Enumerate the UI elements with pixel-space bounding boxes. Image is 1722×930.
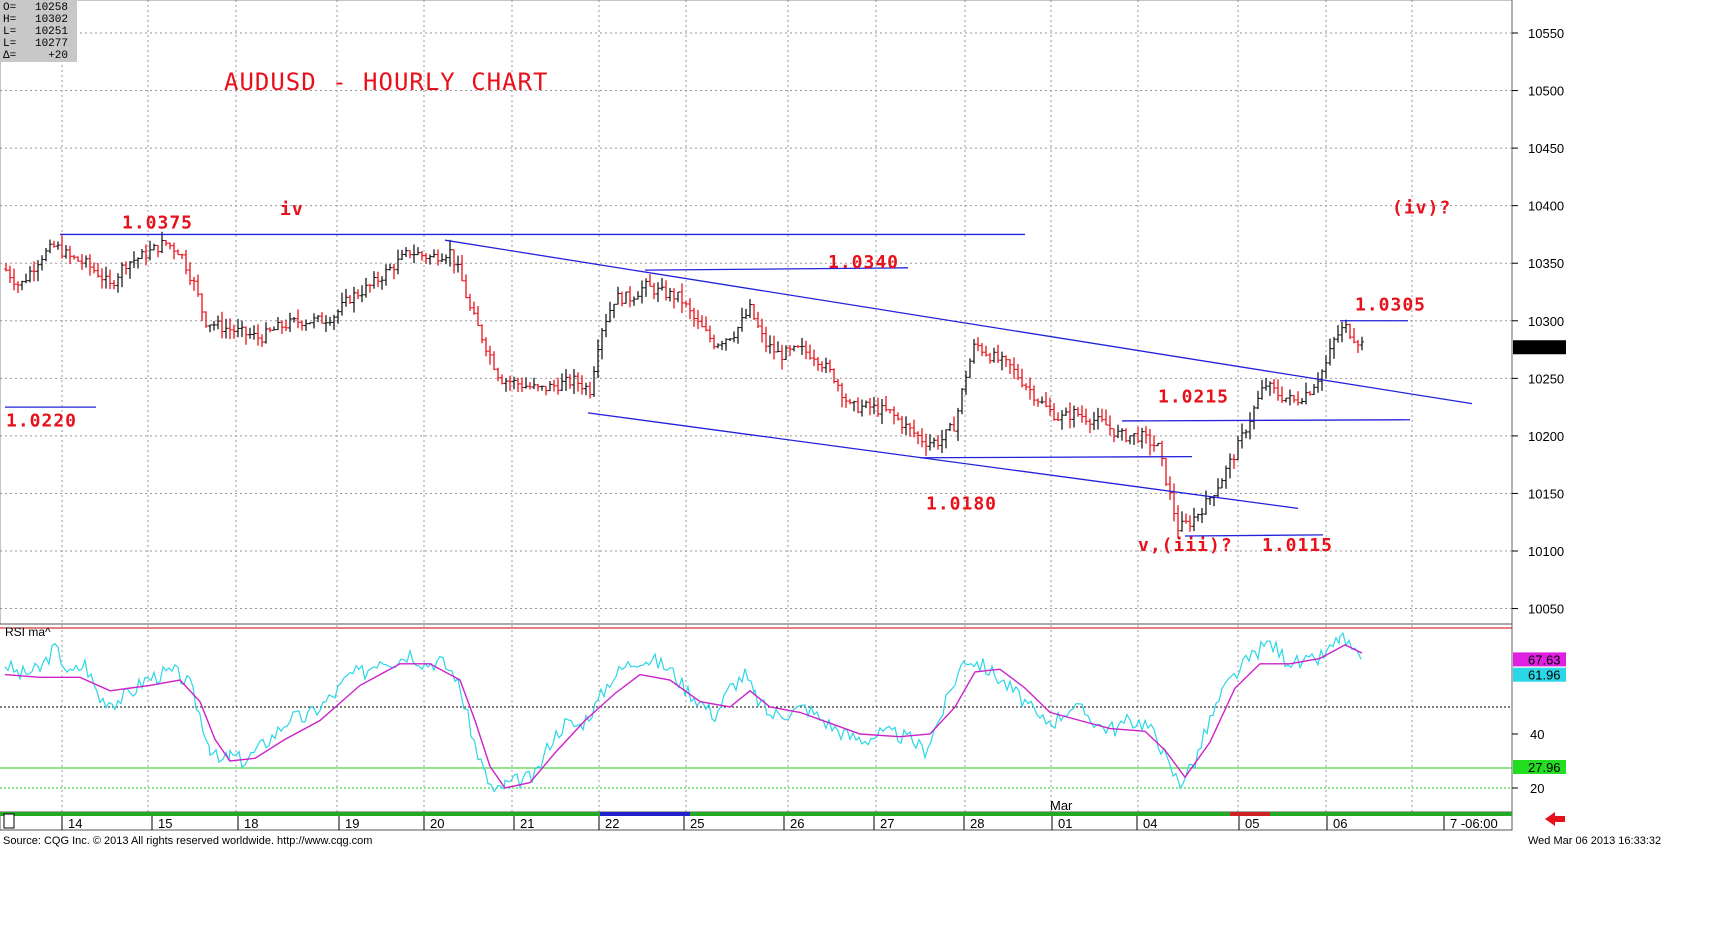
price-tick-label: 10350 bbox=[1528, 256, 1564, 271]
trendlines bbox=[5, 233, 1473, 537]
price-tick-label: 10400 bbox=[1528, 199, 1564, 214]
session-bar-blue bbox=[600, 812, 690, 816]
price-tick-label: 10300 bbox=[1528, 314, 1564, 329]
wave-annotation: 1.0305 bbox=[1355, 294, 1426, 315]
ohlc-value: 10302 bbox=[35, 14, 68, 26]
ohlc-label: L= bbox=[3, 38, 16, 50]
wave-annotation: 1.0115 bbox=[1262, 535, 1333, 556]
rsi-value-badge bbox=[1513, 760, 1566, 774]
rsi-label: RSI ma^ bbox=[5, 625, 51, 639]
rsi-value-badge bbox=[1513, 667, 1566, 682]
wave-annotation: 1.0220 bbox=[6, 411, 77, 432]
wave-annotation: 1.0340 bbox=[828, 252, 899, 273]
price-tick-label: 10150 bbox=[1528, 486, 1564, 501]
rsi-ma-line bbox=[4, 644, 1363, 789]
time-axis: 14 15 18 19 20 21 22 25 26 27 28 01 04 05 06 7 -06:00 Ma… bbox=[0, 798, 1513, 831]
time-label: 21 bbox=[520, 816, 534, 831]
scroll-handle bbox=[3, 813, 15, 829]
time-label: 18 bbox=[244, 816, 258, 831]
last-price-badge bbox=[1513, 340, 1566, 355]
ohlc-value: +20 bbox=[48, 50, 68, 62]
session-bar-red bbox=[1230, 812, 1270, 816]
time-label: 04 bbox=[1143, 816, 1157, 831]
price-axis: 10550 10500 10450 10400 10350 10300 10250 10200… bbox=[1511, 0, 1566, 830]
trendline bbox=[1184, 534, 1324, 537]
trendline bbox=[1121, 419, 1411, 422]
ohlc-value: 10251 bbox=[35, 26, 68, 38]
time-label: 25 bbox=[690, 816, 704, 831]
wave-annotation: 1.0215 bbox=[1158, 387, 1229, 408]
trendline bbox=[919, 455, 1193, 459]
time-label: 27 bbox=[880, 816, 894, 831]
wave-annotation: (iv)? bbox=[1392, 198, 1451, 219]
time-label: 20 bbox=[430, 816, 444, 831]
price-bars bbox=[4, 231, 1364, 539]
rsi-value-label: 61.96 bbox=[1528, 668, 1561, 683]
wave-annotation: 1.0375 bbox=[122, 213, 193, 234]
ohlc-value: 10277 bbox=[35, 38, 68, 50]
rsi-value-label: 67.63 bbox=[1528, 652, 1561, 667]
trendline bbox=[444, 239, 1473, 405]
ohlc-label: H= bbox=[3, 14, 16, 26]
time-label: 28 bbox=[970, 816, 984, 831]
footer: Source: CQG Inc. © 2013 All rights reser… bbox=[3, 835, 1661, 847]
ohlc-label: L= bbox=[3, 26, 16, 38]
chart-title: AUDUSD - HOURLY CHART bbox=[224, 68, 548, 96]
ohlc-value: 10258 bbox=[35, 2, 68, 14]
time-label: 14 bbox=[68, 816, 82, 831]
trendline bbox=[587, 412, 1299, 510]
time-label: 22 bbox=[605, 816, 619, 831]
footer-source: Source: CQG Inc. © 2013 All rights reser… bbox=[3, 835, 372, 847]
time-label: 06 bbox=[1333, 816, 1347, 831]
time-label: 7 -06:00 bbox=[1450, 816, 1498, 831]
price-tick-label: 10250 bbox=[1528, 371, 1564, 386]
time-label: 19 bbox=[345, 816, 359, 831]
wave-annotation: iv bbox=[280, 199, 304, 220]
footer-timestamp: Wed Mar 06 2013 16:33:32 bbox=[1528, 835, 1661, 847]
rsi-tick-label: 20 bbox=[1530, 781, 1544, 796]
wave-annotation: 1.0180 bbox=[926, 494, 997, 515]
ohlc-label: O= bbox=[3, 2, 16, 14]
price-tick-label: 10450 bbox=[1528, 141, 1564, 156]
price-tick-label: 10100 bbox=[1528, 544, 1564, 559]
wave-annotation: v,(iii)? bbox=[1138, 535, 1233, 556]
price-tick-label: 10050 bbox=[1528, 602, 1564, 617]
price-tick-label: 10200 bbox=[1528, 429, 1564, 444]
price-tick-label: 10500 bbox=[1528, 84, 1564, 99]
ohlc-label: Δ= bbox=[3, 50, 16, 62]
month-label: Mar bbox=[1050, 798, 1073, 813]
last-price-label: 10277 bbox=[1528, 340, 1564, 355]
rsi-value-badge bbox=[1513, 652, 1566, 667]
rsi-tick-label: 40 bbox=[1530, 727, 1544, 742]
price-tick-label: 10550 bbox=[1528, 26, 1564, 41]
scroll-left-arrow-icon[interactable] bbox=[1545, 812, 1565, 826]
time-label: 15 bbox=[158, 816, 172, 831]
ohlc-readout: O= 10258 H= 10302 L= 10251 L= 10277 Δ= +20 bbox=[0, 0, 77, 62]
time-label: 05 bbox=[1245, 816, 1259, 831]
trendline bbox=[644, 267, 909, 271]
session-bar bbox=[0, 812, 1512, 816]
wave-annotations: 1.0375 iv 1.0340 (iv)? 1.0305 1.0220 1.0215 1.0… bbox=[6, 198, 1451, 556]
time-label: 01 bbox=[1058, 816, 1072, 831]
rsi-value-label: 27.96 bbox=[1528, 760, 1561, 775]
time-label: 26 bbox=[790, 816, 804, 831]
